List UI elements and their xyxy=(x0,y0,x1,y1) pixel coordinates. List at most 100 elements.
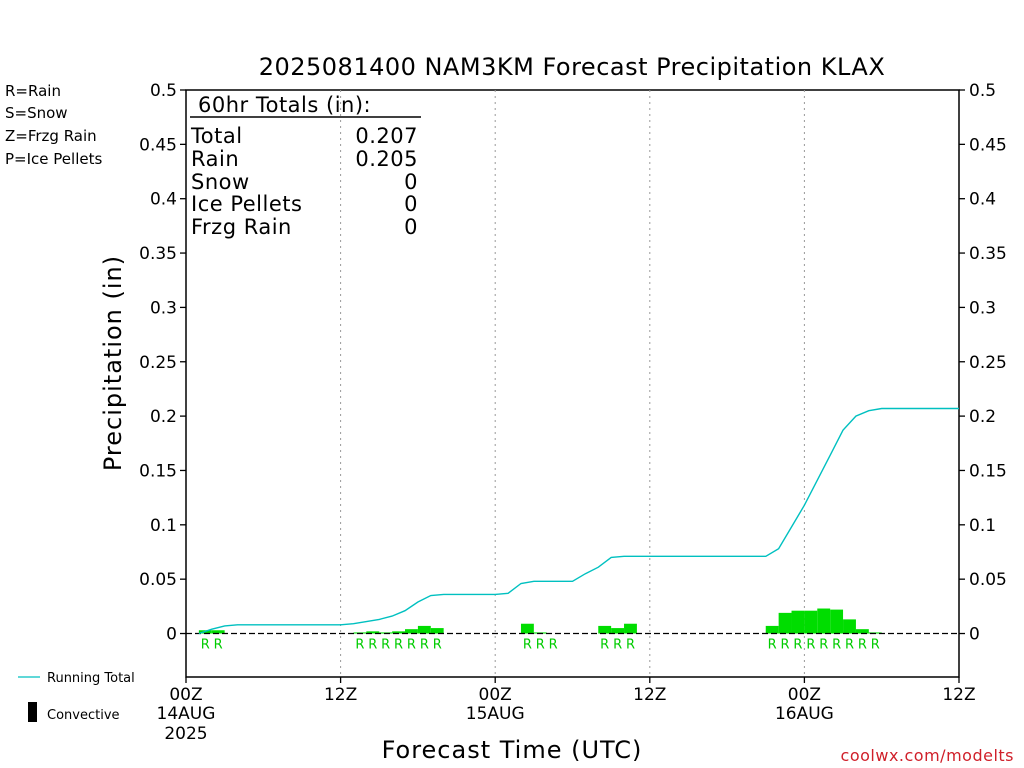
x-tick-date-label: 16AUG xyxy=(775,704,834,724)
y-tick-label-left: 0.15 xyxy=(139,461,177,481)
ptype-mark-rain: R xyxy=(768,638,777,653)
ptype-mark-rain: R xyxy=(626,638,635,653)
ptype-mark-rain: R xyxy=(394,638,403,653)
ptype-mark-rain: R xyxy=(781,638,790,653)
totals-label-snow: Snow xyxy=(191,170,250,194)
totals-value-rain: 0.205 xyxy=(355,147,418,171)
precip-bar xyxy=(366,631,380,634)
x-tick-date-label: 15AUG xyxy=(466,704,525,724)
x-tick-label: 12Z xyxy=(324,685,357,705)
totals-label-total: Total xyxy=(190,124,243,148)
x-tick-label: 00Z xyxy=(169,685,202,705)
totals-value-snow: 0 xyxy=(404,170,418,194)
precip-bar xyxy=(830,609,844,634)
ptype-legend: R=Rain S=Snow Z=Frzg Rain P=Ice Pellets xyxy=(5,82,102,168)
ptype-mark-rain: R xyxy=(381,638,390,653)
x-tick-date-label: 14AUG xyxy=(157,704,216,724)
y-tick-label-right: 0.35 xyxy=(969,244,1007,264)
ptype-mark-rain: R xyxy=(613,638,622,653)
ptype-mark-rain: R xyxy=(549,638,558,653)
series-legend: Running Total Convective xyxy=(18,671,135,723)
y-axis-ticks: 0 00.05 0.050.1 0.10.15 0.150.2 0.20.25 0.250.… xyxy=(139,81,1007,645)
x-tick-label: 12Z xyxy=(633,685,666,705)
plot-frame xyxy=(185,89,960,678)
ptype-mark-rain: R xyxy=(214,638,223,653)
precip-bar xyxy=(392,631,406,634)
totals-label-rain: Rain xyxy=(191,147,239,171)
ptype-mark-rain: R xyxy=(832,638,841,653)
ptype-mark-rain: R xyxy=(433,638,442,653)
y-tick-label-right: 0.3 xyxy=(969,298,996,318)
x-tick-year-label: 2025 xyxy=(164,724,207,744)
x-tick-label: 12Z xyxy=(942,685,975,705)
totals-box: 60hr Totals (in): Total 0.207 Rain 0.205… xyxy=(190,93,421,239)
legend-ice-pellets: P=Ice Pellets xyxy=(5,150,102,168)
precip-bar xyxy=(430,628,444,634)
x-tick-label: 00Z xyxy=(788,685,821,705)
precip-bar xyxy=(211,630,225,634)
ptype-mark-rain: R xyxy=(806,638,815,653)
precip-bar xyxy=(611,628,625,634)
ptype-mark-rain: R xyxy=(871,638,880,653)
legend-snow: S=Snow xyxy=(5,104,68,122)
watermark: coolwx.com/modelts xyxy=(841,746,1014,765)
precip-bar xyxy=(520,623,534,634)
y-tick-label-right: 0.45 xyxy=(969,135,1007,155)
y-tick-label-right: 0.4 xyxy=(969,190,996,210)
precip-bar xyxy=(624,623,637,634)
ptype-mark-rain: R xyxy=(201,638,210,653)
precip-bars xyxy=(198,608,882,634)
totals-value-frzg-rain: 0 xyxy=(404,215,418,239)
ptype-mark-rain: R xyxy=(355,638,364,653)
ptype-mark-rain: R xyxy=(600,638,609,653)
ptype-mark-rain: R xyxy=(845,638,854,653)
y-tick-label-left: 0 xyxy=(166,625,177,645)
precip-bar xyxy=(791,610,805,634)
y-tick-label-right: 0 xyxy=(969,625,980,645)
ptype-mark-rain: R xyxy=(368,638,377,653)
precip-bar xyxy=(417,625,431,634)
y-tick-label-left: 0.2 xyxy=(150,407,177,427)
totals-label-frzg-rain: Frzg Rain xyxy=(191,215,292,239)
y-tick-label-right: 0.05 xyxy=(969,570,1007,590)
running-total-line xyxy=(198,407,959,635)
y-tick-label-right: 0.2 xyxy=(969,407,996,427)
ptype-mark-rain: R xyxy=(536,638,545,653)
ptype-mark-rain: R xyxy=(420,638,429,653)
x-tick-label: 00Z xyxy=(479,685,512,705)
y-tick-label-right: 0.15 xyxy=(969,461,1007,481)
totals-header: 60hr Totals (in): xyxy=(198,93,371,117)
y-tick-label-right: 0.25 xyxy=(969,353,1007,373)
precip-bar xyxy=(765,625,779,634)
y-tick-label-right: 0.1 xyxy=(969,516,996,536)
y-axis-label: Precipitation (in) xyxy=(99,255,127,471)
totals-value-total: 0.207 xyxy=(355,124,418,148)
precip-bar xyxy=(405,629,418,634)
ptype-mark-rain: R xyxy=(407,638,416,653)
running-total-legend-label: Running Total xyxy=(47,671,135,686)
y-tick-label-left: 0.3 xyxy=(150,298,177,318)
y-tick-label-left: 0.35 xyxy=(139,244,177,264)
y-tick-label-left: 0.1 xyxy=(150,516,177,536)
precip-bar xyxy=(843,619,856,634)
ptype-mark-rain: R xyxy=(819,638,828,653)
y-tick-label-left: 0.45 xyxy=(139,135,177,155)
y-tick-label-right: 0.5 xyxy=(969,81,996,101)
grid-lines xyxy=(340,90,805,677)
precip-bar xyxy=(817,608,831,634)
totals-value-ice-pellets: 0 xyxy=(404,192,418,216)
y-tick-label-left: 0.5 xyxy=(150,81,177,101)
legend-rain: R=Rain xyxy=(5,82,61,100)
ptype-mark-rain: R xyxy=(523,638,532,653)
ptype-mark-rain: R xyxy=(858,638,867,653)
precip-bar xyxy=(598,625,612,634)
precip-bar xyxy=(855,629,869,634)
totals-label-ice-pellets: Ice Pellets xyxy=(191,192,302,216)
legend-frzg-rain: Z=Frzg Rain xyxy=(5,127,97,145)
y-tick-label-left: 0.25 xyxy=(139,353,177,373)
x-axis-label: Forecast Time (UTC) xyxy=(382,736,643,764)
running-total-series xyxy=(198,407,959,635)
